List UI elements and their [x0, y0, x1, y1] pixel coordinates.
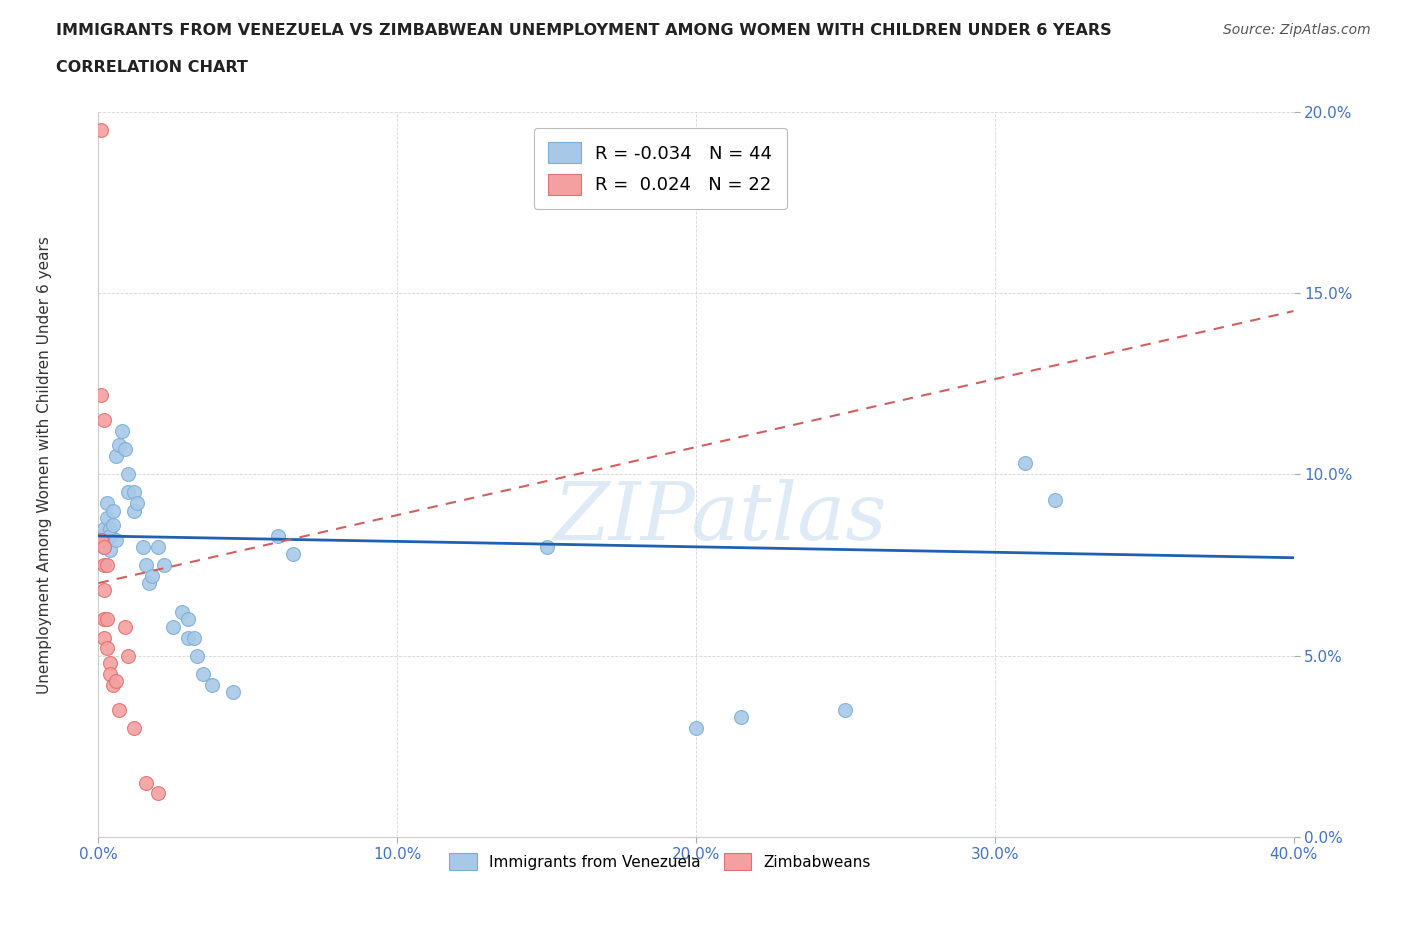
Point: [96, 532, 118, 547]
Point: [105, 449, 128, 464]
Point: [105, 532, 128, 547]
Point: [201, 677, 224, 692]
Point: [111, 423, 134, 438]
Point: [96, 641, 118, 656]
Point: [103, 503, 125, 518]
Point: [172, 604, 194, 619]
Point: [148, 539, 170, 554]
Point: [105, 673, 128, 688]
Point: [177, 612, 200, 627]
Point: [536, 539, 558, 554]
Point: [117, 467, 139, 482]
Point: [103, 677, 125, 692]
Point: [730, 710, 752, 724]
Point: [93, 539, 115, 554]
Text: Source: ZipAtlas.com: Source: ZipAtlas.com: [1223, 23, 1371, 37]
Point: [267, 528, 290, 543]
Point: [98, 656, 122, 671]
Point: [117, 485, 139, 500]
Point: [90, 387, 112, 402]
Legend: Immigrants from Venezuela, Zimbabweans: Immigrants from Venezuela, Zimbabweans: [443, 846, 877, 876]
Point: [127, 496, 149, 511]
Text: Unemployment Among Women with Children Under 6 years: Unemployment Among Women with Children U…: [38, 236, 52, 694]
Point: [98, 543, 122, 558]
Point: [93, 631, 115, 645]
Point: [138, 576, 160, 591]
Point: [132, 539, 155, 554]
Point: [124, 503, 146, 518]
Point: [90, 528, 112, 543]
Point: [108, 438, 131, 453]
Point: [96, 496, 118, 511]
Point: [1043, 492, 1066, 507]
Point: [162, 619, 184, 634]
Point: [1014, 456, 1036, 471]
Point: [98, 667, 122, 682]
Point: [96, 511, 118, 525]
Point: [177, 631, 200, 645]
Point: [93, 612, 115, 627]
Point: [124, 485, 146, 500]
Point: [114, 442, 136, 457]
Text: IMMIGRANTS FROM VENEZUELA VS ZIMBABWEAN UNEMPLOYMENT AMONG WOMEN WITH CHILDREN U: IMMIGRANTS FROM VENEZUELA VS ZIMBABWEAN …: [56, 23, 1112, 38]
Point: [153, 558, 176, 573]
Point: [103, 518, 125, 533]
Text: ZIPatlas: ZIPatlas: [553, 479, 887, 556]
Point: [135, 776, 157, 790]
Point: [93, 558, 115, 573]
Point: [191, 667, 214, 682]
Point: [222, 684, 245, 699]
Point: [186, 648, 208, 663]
Point: [98, 521, 122, 536]
Point: [135, 558, 157, 573]
Point: [141, 568, 163, 583]
Point: [183, 631, 205, 645]
Point: [96, 612, 118, 627]
Point: [98, 528, 122, 543]
Point: [96, 558, 118, 573]
Point: [93, 539, 115, 554]
Point: [93, 521, 115, 536]
Point: [117, 648, 139, 663]
Point: [90, 532, 112, 547]
Point: [281, 547, 304, 562]
Point: [834, 703, 856, 718]
Point: [93, 583, 115, 598]
Point: [685, 721, 707, 736]
Point: [114, 619, 136, 634]
Point: [90, 123, 112, 138]
Point: [148, 786, 170, 801]
Point: [124, 721, 146, 736]
Text: CORRELATION CHART: CORRELATION CHART: [56, 60, 247, 75]
Point: [93, 413, 115, 428]
Point: [108, 703, 131, 718]
